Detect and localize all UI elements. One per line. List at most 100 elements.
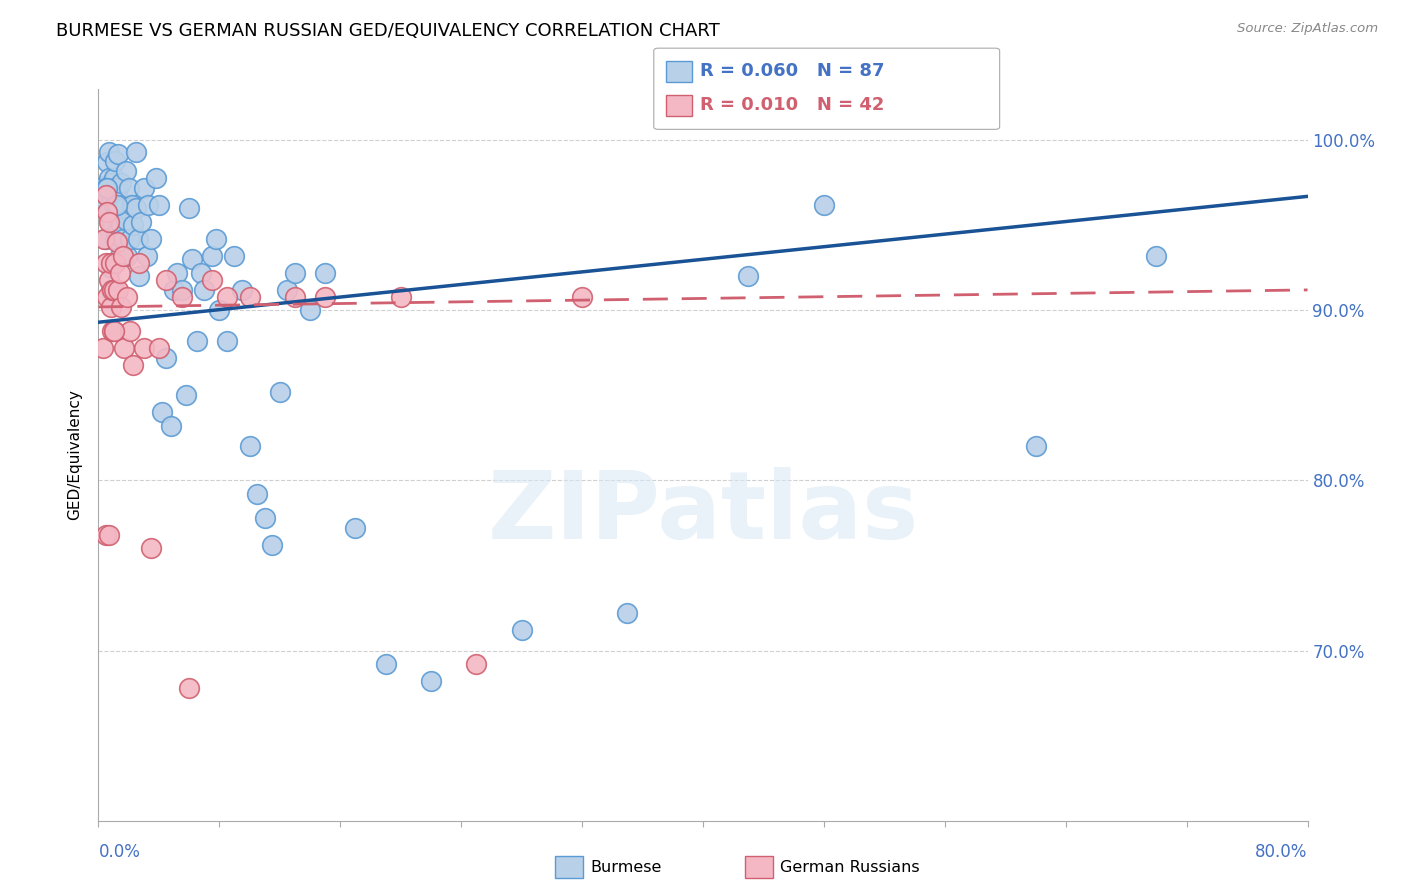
Point [510, 623, 533, 637]
Point [737, 269, 759, 284]
Point [201, 273, 224, 287]
Point [231, 283, 253, 297]
Point [118, 181, 141, 195]
Point [616, 606, 638, 620]
Point [163, 283, 186, 297]
Point [262, 538, 284, 552]
Point [91, 341, 114, 355]
Point [205, 232, 228, 246]
Point [125, 145, 148, 160]
Point [125, 201, 148, 215]
Point [103, 290, 125, 304]
Point [105, 198, 128, 212]
Point [344, 521, 367, 535]
Point [101, 215, 124, 229]
Point [269, 384, 291, 399]
Point [94, 528, 117, 542]
Point [179, 681, 201, 695]
Point [101, 324, 124, 338]
Point [132, 181, 155, 195]
Point [96, 155, 118, 169]
Point [193, 283, 215, 297]
Point [107, 283, 129, 297]
Point [208, 303, 231, 318]
Point [108, 194, 131, 209]
Point [127, 232, 149, 246]
Point [100, 256, 122, 270]
Point [101, 176, 124, 190]
Point [107, 181, 129, 195]
Point [1024, 439, 1046, 453]
Point [103, 198, 125, 212]
Point [101, 283, 124, 297]
Point [104, 181, 127, 195]
Point [420, 674, 443, 689]
Point [100, 260, 122, 275]
Point [215, 334, 238, 348]
Point [100, 189, 122, 203]
Point [98, 273, 121, 287]
Point [94, 196, 117, 211]
Text: R = 0.060   N = 87: R = 0.060 N = 87 [700, 62, 884, 80]
Point [114, 164, 136, 178]
Point [284, 266, 307, 280]
Point [314, 266, 336, 280]
Text: Burmese: Burmese [591, 860, 662, 874]
Point [299, 303, 322, 318]
Point [104, 256, 127, 270]
Point [284, 290, 307, 304]
Point [224, 249, 246, 263]
Point [239, 290, 262, 304]
Point [132, 341, 155, 355]
Point [114, 213, 136, 227]
Point [105, 204, 128, 219]
Text: German Russians: German Russians [780, 860, 920, 874]
Point [115, 249, 138, 263]
Point [96, 290, 118, 304]
Point [190, 266, 212, 280]
Point [98, 528, 121, 542]
Point [186, 334, 208, 348]
Point [465, 657, 488, 672]
Point [1144, 249, 1167, 263]
Point [314, 290, 336, 304]
Point [98, 204, 121, 219]
Text: R = 0.010   N = 42: R = 0.010 N = 42 [700, 96, 884, 114]
Text: Source: ZipAtlas.com: Source: ZipAtlas.com [1237, 22, 1378, 36]
Point [103, 324, 125, 338]
Point [141, 541, 163, 556]
Point [115, 290, 138, 304]
Point [112, 201, 135, 215]
Point [136, 198, 159, 212]
Point [276, 283, 298, 297]
Point [94, 181, 117, 195]
Point [148, 341, 170, 355]
Point [111, 232, 134, 246]
Text: ZIPatlas: ZIPatlas [488, 467, 918, 559]
Point [121, 198, 143, 212]
Text: 0.0%: 0.0% [98, 843, 141, 861]
Point [111, 249, 134, 263]
Point [94, 256, 117, 270]
Point [166, 266, 188, 280]
Point [98, 170, 121, 185]
Point [108, 266, 131, 280]
Point [96, 181, 118, 195]
Point [201, 249, 224, 263]
Point [170, 290, 193, 304]
Point [100, 300, 122, 314]
Point [179, 201, 201, 215]
Point [181, 252, 204, 267]
Point [100, 283, 122, 297]
Point [104, 153, 127, 168]
Point [571, 290, 593, 304]
Point [103, 324, 125, 338]
Point [103, 283, 125, 297]
Point [120, 324, 142, 338]
Point [215, 290, 238, 304]
Point [105, 228, 128, 243]
Point [120, 232, 142, 246]
Point [110, 176, 132, 190]
Point [110, 219, 132, 233]
Point [110, 300, 132, 314]
